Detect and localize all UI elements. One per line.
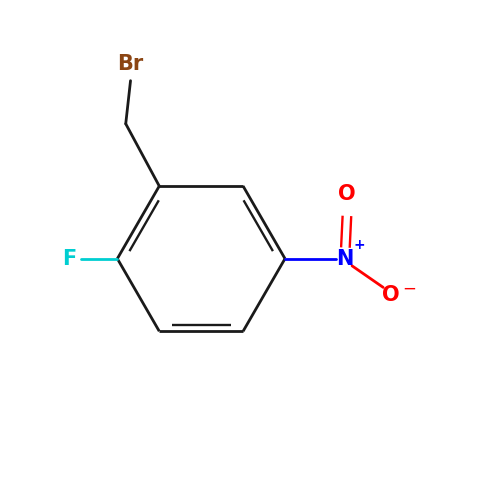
Text: F: F xyxy=(62,249,77,269)
Text: +: + xyxy=(354,238,365,252)
Text: O: O xyxy=(339,184,356,204)
Text: −: − xyxy=(403,280,416,298)
Text: O: O xyxy=(382,285,399,305)
Text: N: N xyxy=(336,249,354,269)
Text: Br: Br xyxy=(117,54,144,74)
